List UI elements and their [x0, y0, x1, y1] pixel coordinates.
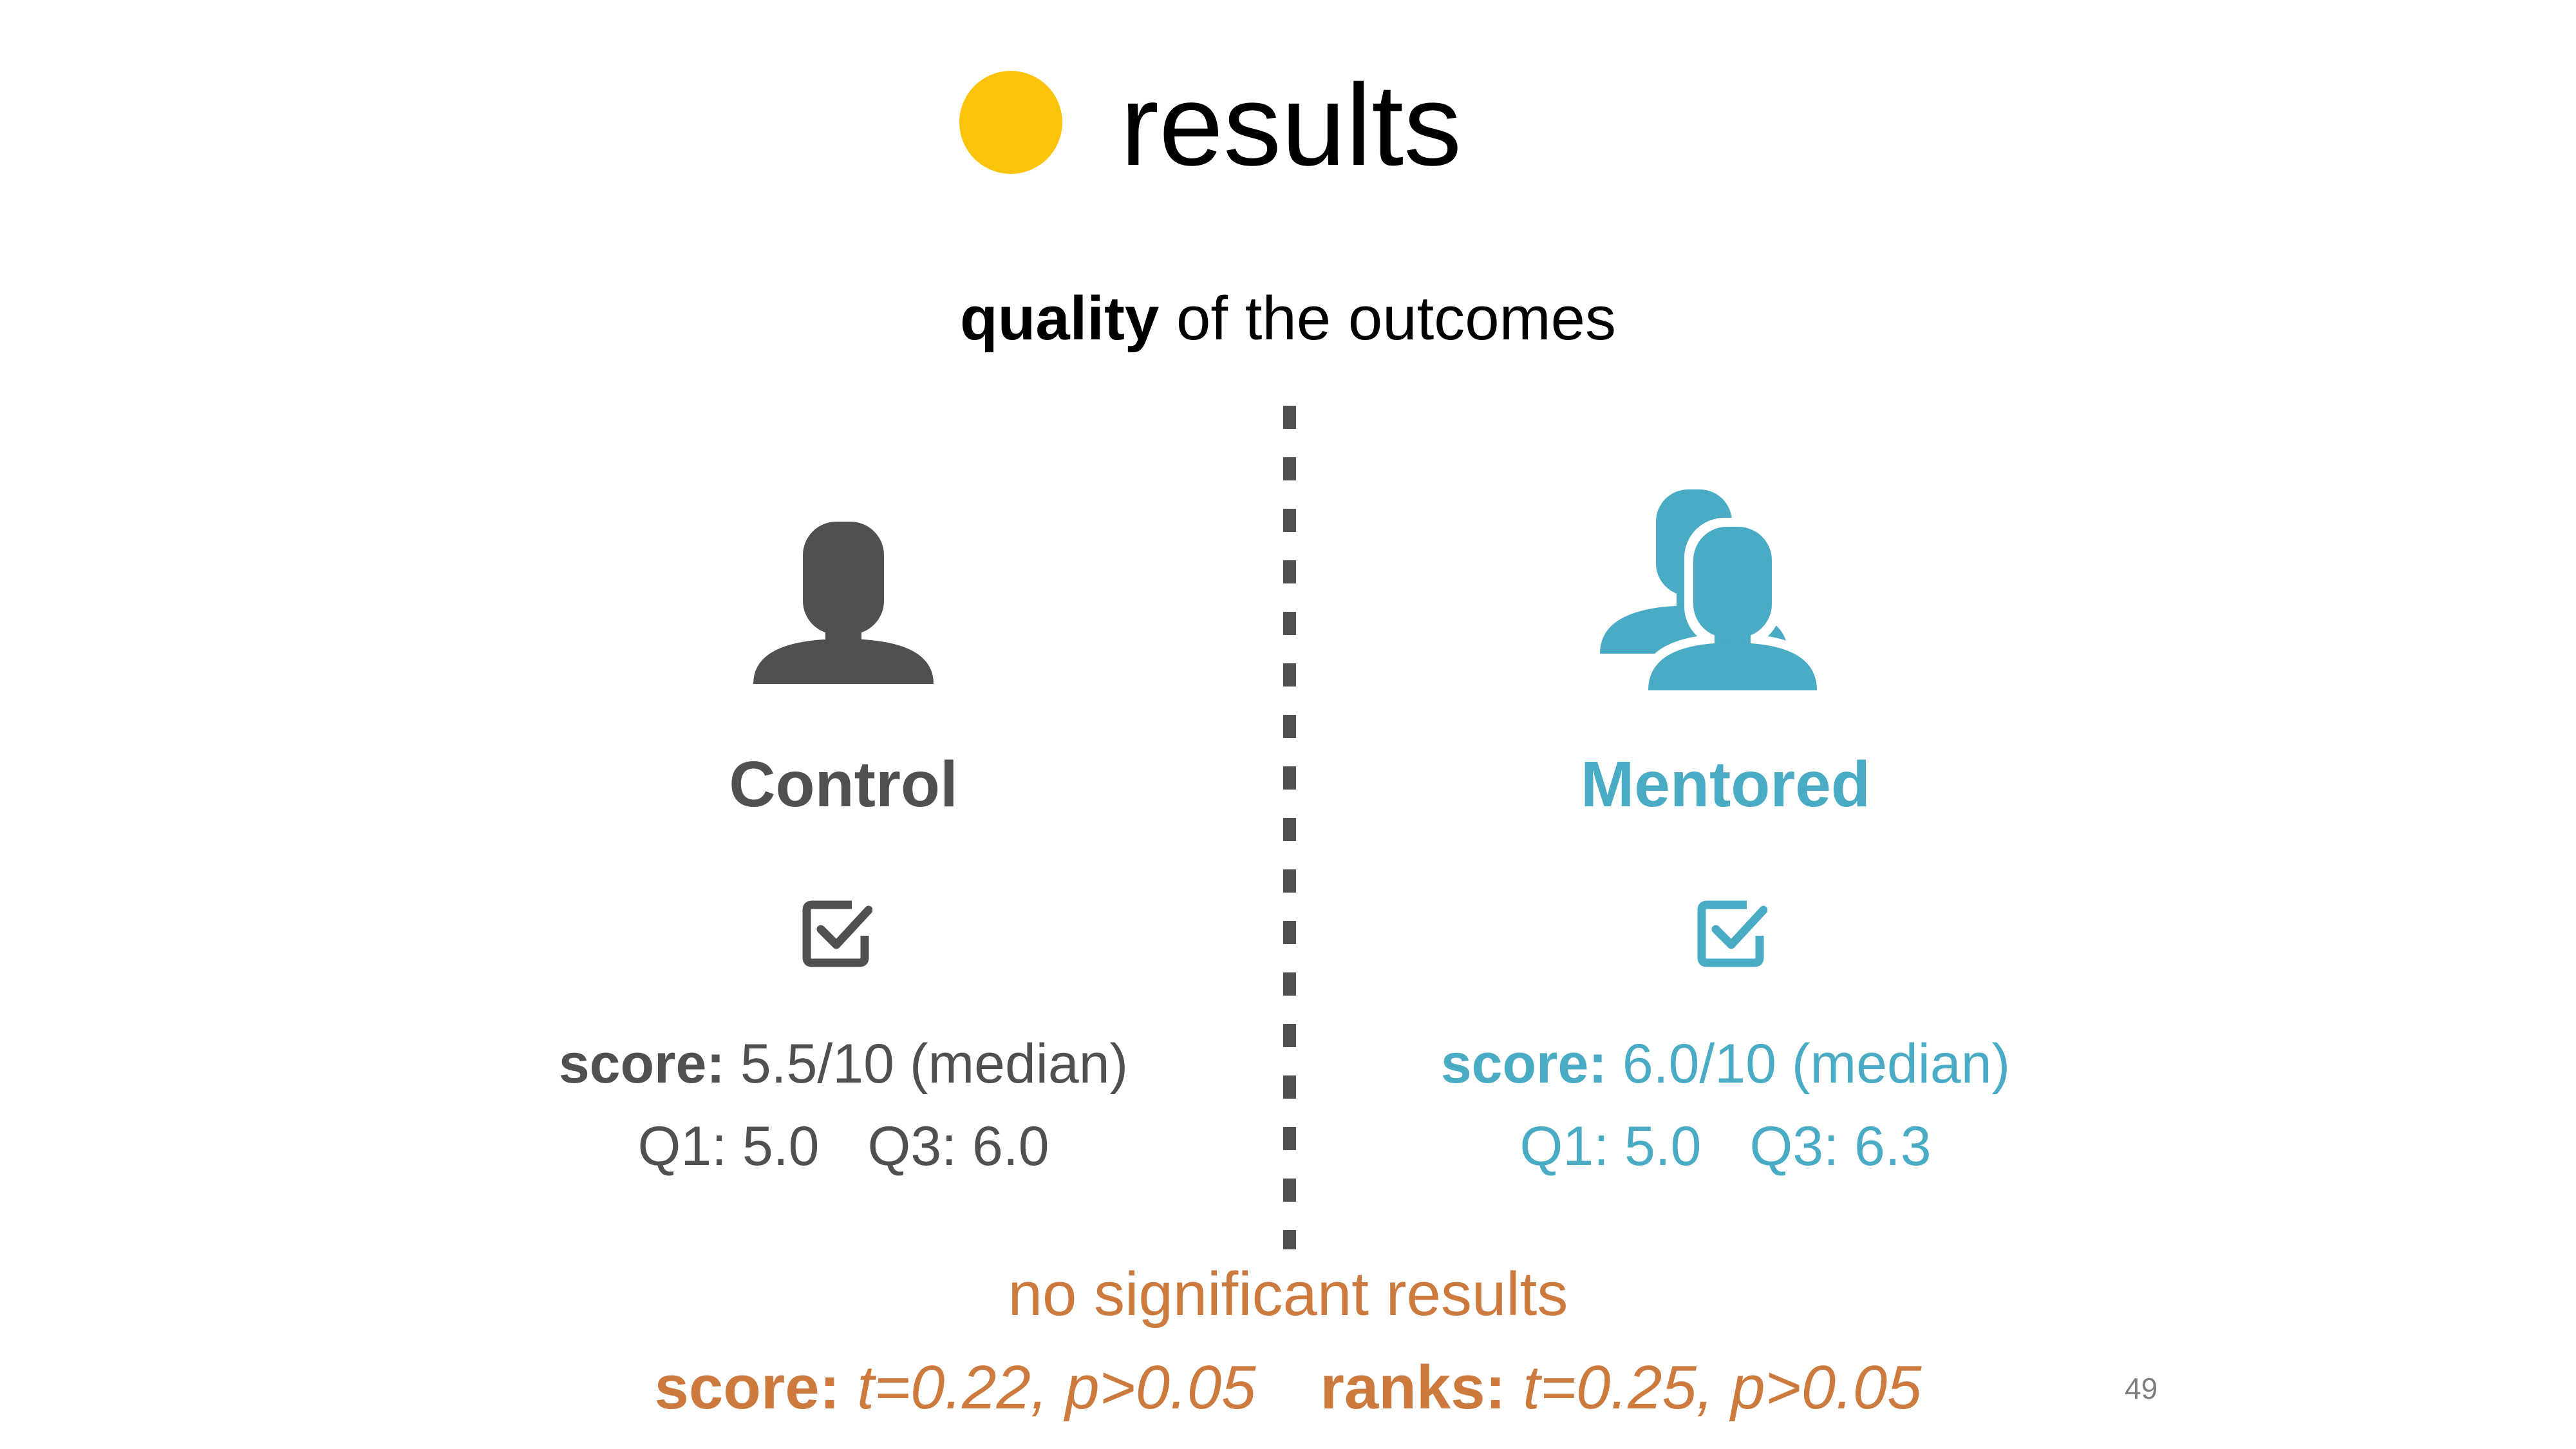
conclusion-note: no significant results: [1008, 1260, 1568, 1329]
ranks-stats-value: t=0.25, p>0.05: [1505, 1353, 1922, 1422]
single-user-icon: [753, 522, 934, 684]
mentored-group-label: Mentored: [1581, 748, 1870, 820]
title-bullet-dot: [959, 71, 1062, 174]
mentored-score-value: 6.0/10 (median): [1606, 1033, 2011, 1095]
page-number: 49: [2125, 1372, 2158, 1405]
subtitle-bold: quality: [959, 284, 1160, 353]
control-quartiles: Q1: 5.0 Q3: 6.0: [406, 1114, 1281, 1179]
subtitle-rest: of the outcomes: [1159, 284, 1617, 353]
score-stats-value: t=0.22, p>0.05: [840, 1353, 1256, 1422]
statistics-line: score: t=0.22, p>0.05 ranks: t=0.25, p>0.…: [0, 1352, 2576, 1423]
mentored-quartiles: Q1: 5.0 Q3: 6.3: [1288, 1114, 2163, 1179]
control-score: score: 5.5/10 (median): [406, 1032, 1281, 1096]
control-q3: Q3: 6.0: [867, 1115, 1049, 1177]
checkbox-checked-icon: [802, 900, 872, 967]
mentored-score: score: 6.0/10 (median): [1288, 1032, 2163, 1096]
checkbox-checked-icon: [1697, 900, 1767, 967]
two-users-icon: [1600, 489, 1826, 690]
control-group-label: Control: [729, 748, 958, 820]
control-score-value: 5.5/10 (median): [724, 1033, 1129, 1095]
page-title: results: [1120, 61, 1462, 190]
control-q1: Q1: 5.0: [637, 1115, 820, 1177]
control-score-label: score:: [558, 1033, 725, 1095]
score-stats-label: score:: [654, 1353, 840, 1422]
dashed-divider: [1283, 406, 1296, 1249]
slide-subtitle: quality of the outcomes: [0, 283, 2576, 354]
mentored-score-label: score:: [1440, 1033, 1607, 1095]
mentored-q3: Q3: 6.3: [1749, 1115, 1932, 1177]
mentored-q1: Q1: 5.0: [1519, 1115, 1702, 1177]
ranks-stats-label: ranks:: [1320, 1353, 1506, 1422]
